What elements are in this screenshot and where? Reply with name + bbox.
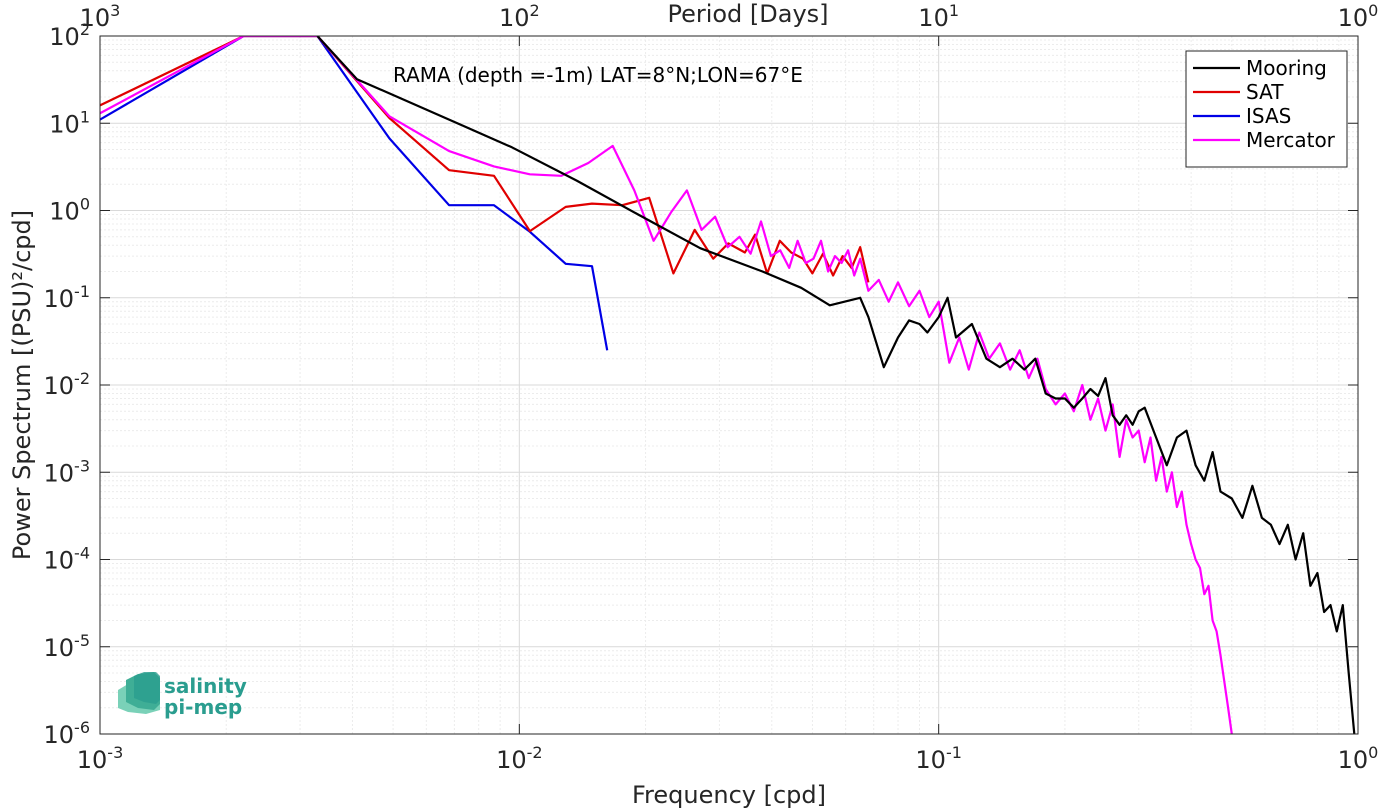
y-tick-label: 10-6 bbox=[44, 718, 91, 749]
top-axis-label: Period [Days] bbox=[667, 0, 828, 28]
top-tick-label: 100 bbox=[1338, 1, 1379, 32]
series-line-mooring bbox=[316, 36, 1356, 734]
x-tick-label: 10-2 bbox=[496, 743, 543, 774]
y-tick-label: 10-1 bbox=[44, 282, 91, 313]
legend-box bbox=[1185, 50, 1348, 168]
legend-label-mercator: Mercator bbox=[1246, 128, 1336, 152]
y-tick-label: 10-2 bbox=[44, 369, 91, 400]
legend-label-isas: ISAS bbox=[1246, 104, 1291, 128]
legend-label-sat: SAT bbox=[1246, 80, 1284, 104]
y-tick-label: 10-3 bbox=[44, 456, 91, 487]
annotation: RAMA (depth =-1m) LAT=8°N;LON=67°E bbox=[393, 63, 803, 87]
legend-label-mooring: Mooring bbox=[1246, 56, 1327, 80]
series-group bbox=[100, 36, 1356, 734]
top-tick-label: 101 bbox=[918, 1, 959, 32]
series-line-mercator bbox=[100, 36, 1233, 734]
y-tick-label: 10-5 bbox=[44, 631, 91, 662]
x-tick-label: 100 bbox=[1338, 743, 1379, 774]
y-tick-label: 101 bbox=[49, 107, 90, 138]
logo-text-pimep: pi-mep bbox=[164, 695, 242, 719]
y-tick-label: 102 bbox=[49, 20, 90, 51]
series-line-sat bbox=[100, 36, 870, 283]
x-tick-label: 10-3 bbox=[77, 743, 124, 774]
series-line-isas bbox=[100, 36, 609, 351]
top-tick-label: 102 bbox=[499, 1, 540, 32]
salinity-pi-mep-logo: salinity pi-mep bbox=[118, 672, 247, 719]
x-tick-label: 10-1 bbox=[915, 743, 962, 774]
grid bbox=[99, 36, 1358, 735]
y-tick-label: 10-4 bbox=[44, 544, 91, 575]
logo-text-salinity: salinity bbox=[164, 674, 247, 698]
y-tick-label: 100 bbox=[49, 195, 90, 226]
y-axis-label: Power Spectrum [(PSU)²/cpd] bbox=[8, 210, 36, 560]
x-axis-label: Frequency [cpd] bbox=[632, 781, 826, 809]
top-tick-label: 103 bbox=[80, 1, 121, 32]
